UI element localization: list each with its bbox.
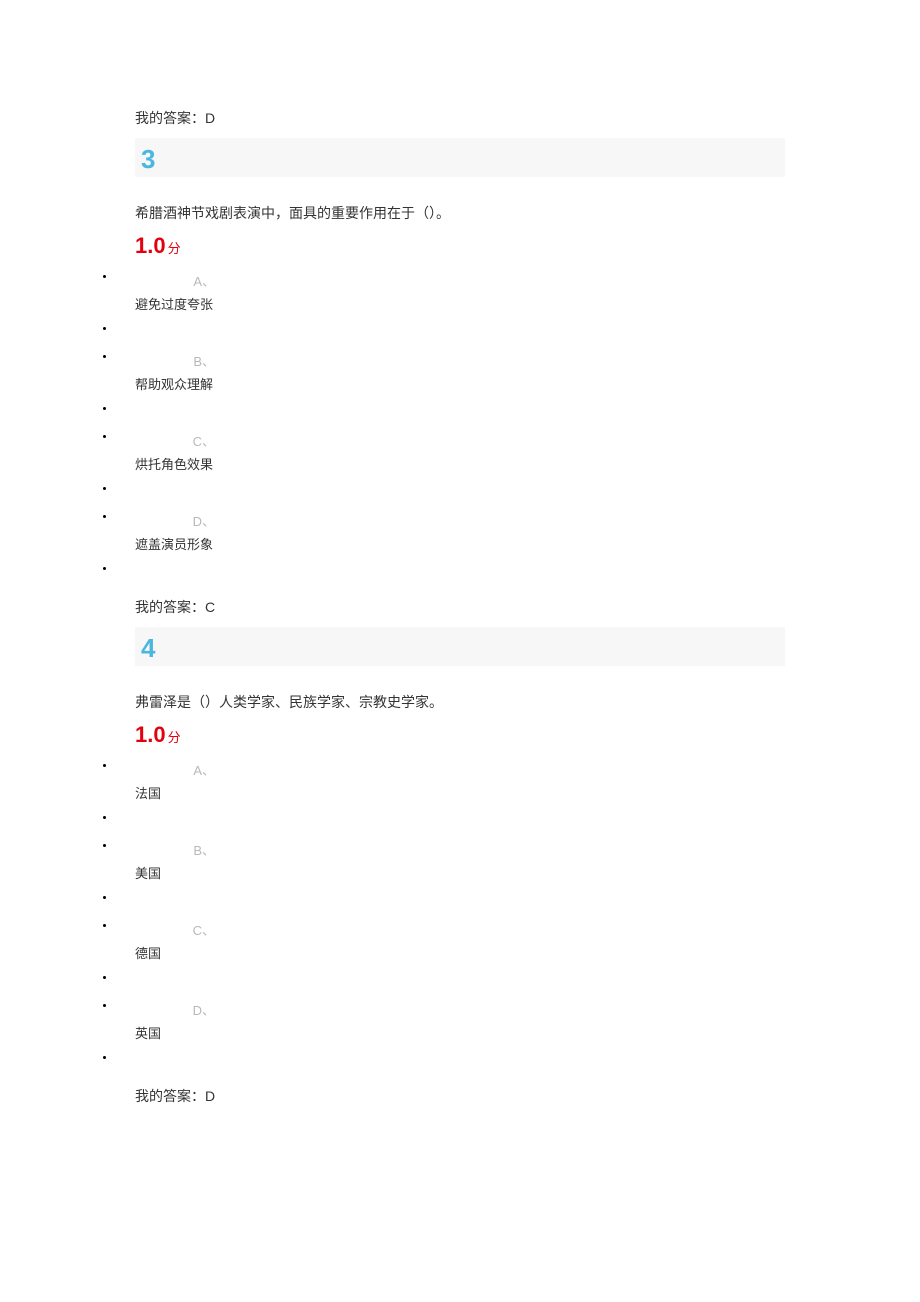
option-text: 美国 (135, 863, 785, 882)
option-spacer (115, 812, 785, 838)
q4-answer-prefix: 我的答案： (135, 1088, 205, 1104)
q3-answer-prefix: 我的答案： (135, 599, 205, 615)
q3-option-a[interactable]: A、 避免过度夸张 (115, 269, 785, 323)
prev-answer-line: 我的答案：D (135, 108, 920, 128)
q3-options: A、 避免过度夸张 B、 帮助观众理解 C、 烘托角色效果 D、 遮盖演员形象 (115, 269, 785, 589)
q3-option-c[interactable]: C、 烘托角色效果 (115, 429, 785, 483)
option-label: D、 (115, 511, 215, 530)
q4-number-bar: 4 (135, 627, 785, 666)
q3-score-num: 1.0 (135, 233, 166, 258)
option-text: 避免过度夸张 (135, 294, 785, 313)
option-text: 烘托角色效果 (135, 454, 785, 473)
option-spacer (115, 563, 785, 589)
option-label: A、 (115, 760, 215, 779)
option-text: 德国 (135, 943, 785, 962)
q4-score-unit: 分 (168, 730, 181, 745)
option-text: 帮助观众理解 (135, 374, 785, 393)
option-text: 遮盖演员形象 (135, 534, 785, 553)
option-spacer (115, 892, 785, 918)
option-spacer (115, 323, 785, 349)
q3-text: 希腊酒神节戏剧表演中，面具的重要作用在于（）。 (135, 183, 785, 231)
option-label: D、 (115, 1000, 215, 1019)
option-spacer (115, 483, 785, 509)
q3-score: 1.0分 (135, 233, 920, 259)
q3-number-bar: 3 (135, 138, 785, 177)
q3-score-unit: 分 (168, 241, 181, 256)
option-text: 英国 (135, 1023, 785, 1042)
option-label: C、 (115, 431, 215, 450)
prev-answer-prefix: 我的答案： (135, 110, 205, 126)
option-label: C、 (115, 920, 215, 939)
q3-option-d[interactable]: D、 遮盖演员形象 (115, 509, 785, 563)
q4-option-b[interactable]: B、 美国 (115, 838, 785, 892)
option-spacer (115, 1052, 785, 1078)
prev-answer-value: D (205, 110, 215, 126)
q3-option-b[interactable]: B、 帮助观众理解 (115, 349, 785, 403)
option-text: 法国 (135, 783, 785, 802)
option-spacer (115, 972, 785, 998)
q3-number: 3 (141, 144, 155, 174)
q4-option-c[interactable]: C、 德国 (115, 918, 785, 972)
q4-answer-value: D (205, 1088, 215, 1104)
q4-answer-line: 我的答案：D (135, 1086, 920, 1106)
q4-options: A、 法国 B、 美国 C、 德国 D、 英国 (115, 758, 785, 1078)
q4-option-d[interactable]: D、 英国 (115, 998, 785, 1052)
option-label: A、 (115, 271, 215, 290)
q3-answer-line: 我的答案：C (135, 597, 920, 617)
option-label: B、 (115, 840, 215, 859)
q4-option-a[interactable]: A、 法国 (115, 758, 785, 812)
q3-answer-value: C (205, 599, 215, 615)
q4-text: 弗雷泽是（）人类学家、民族学家、宗教史学家。 (135, 672, 785, 720)
q4-score: 1.0分 (135, 722, 920, 748)
option-spacer (115, 403, 785, 429)
option-label: B、 (115, 351, 215, 370)
quiz-page: 我的答案：D 3 希腊酒神节戏剧表演中，面具的重要作用在于（）。 1.0分 A、… (0, 0, 920, 1176)
q4-score-num: 1.0 (135, 722, 166, 747)
q4-number: 4 (141, 633, 155, 663)
